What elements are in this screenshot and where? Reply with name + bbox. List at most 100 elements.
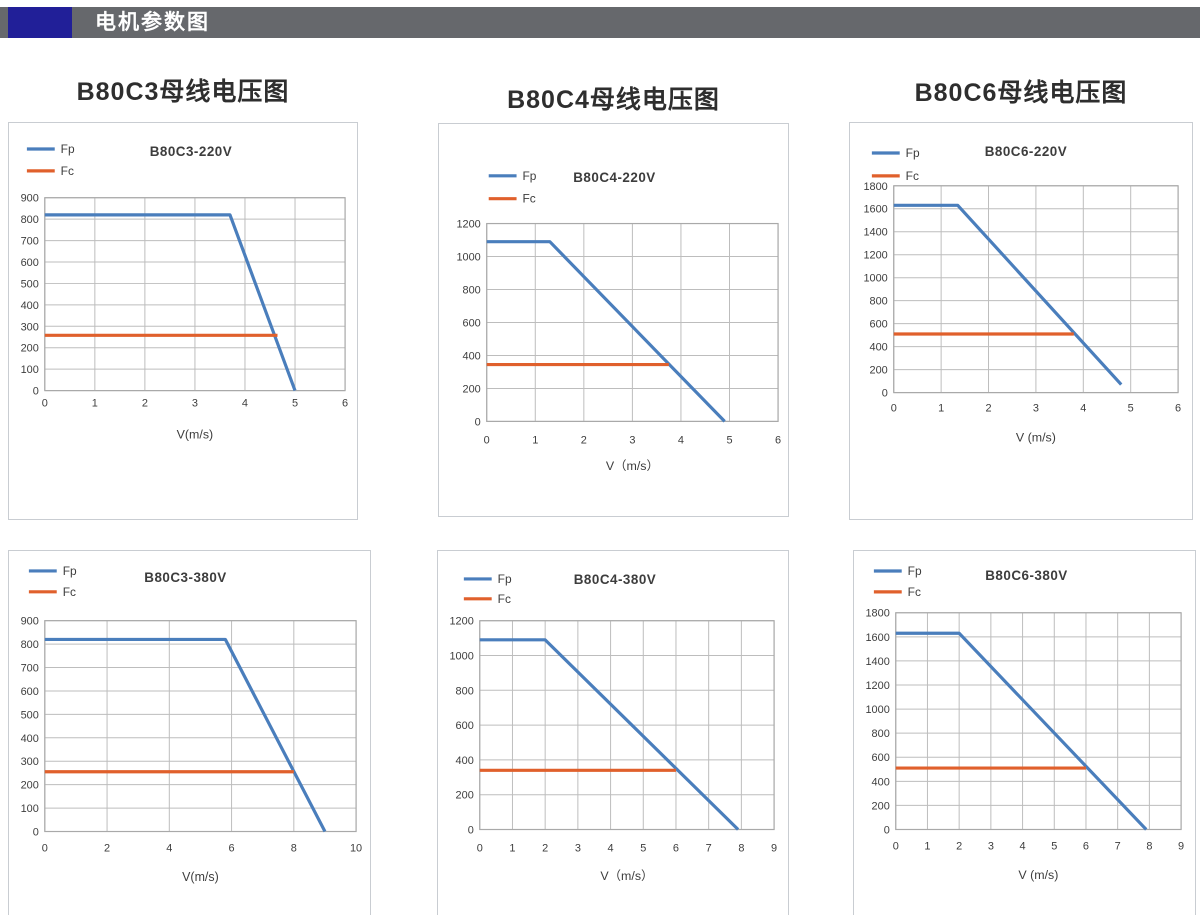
svg-text:Fc: Fc xyxy=(908,585,921,599)
line-chart-b80c6-380v: 0 1 2 3 4 5 6 7 8 9 0 200 400 600 800 1000 1200 1400 1600 1… xyxy=(865,564,1184,882)
svg-text:1400: 1400 xyxy=(863,227,887,239)
svg-text:6: 6 xyxy=(229,842,235,854)
svg-text:200: 200 xyxy=(870,365,888,377)
chart-group-title-b80c6: B80C6母线电压图 xyxy=(914,79,1128,107)
svg-text:1000: 1000 xyxy=(456,252,480,264)
svg-text:2: 2 xyxy=(956,840,962,852)
svg-text:Fp: Fp xyxy=(908,564,922,578)
svg-text:4: 4 xyxy=(242,398,248,410)
svg-text:V (m/s): V (m/s) xyxy=(1018,868,1058,882)
svg-text:800: 800 xyxy=(456,685,474,697)
svg-text:800: 800 xyxy=(21,639,39,651)
svg-text:Fc: Fc xyxy=(61,164,74,178)
svg-text:400: 400 xyxy=(870,342,888,354)
svg-text:V（m/s）: V（m/s） xyxy=(606,459,659,473)
svg-text:1200: 1200 xyxy=(863,250,887,262)
svg-text:200: 200 xyxy=(456,790,474,802)
svg-text:2: 2 xyxy=(985,402,991,414)
svg-text:900: 900 xyxy=(21,616,39,628)
section-header-bar: 电机参数图 xyxy=(0,7,1200,38)
svg-text:900: 900 xyxy=(21,193,39,205)
svg-text:B80C3-220V: B80C3-220V xyxy=(150,144,232,159)
svg-text:Fc: Fc xyxy=(906,169,919,183)
svg-text:6: 6 xyxy=(1175,402,1181,414)
svg-text:1800: 1800 xyxy=(863,181,887,193)
svg-text:0: 0 xyxy=(891,402,897,414)
svg-text:1200: 1200 xyxy=(449,616,473,628)
svg-text:9: 9 xyxy=(1178,840,1184,852)
svg-text:7: 7 xyxy=(706,842,712,854)
svg-text:400: 400 xyxy=(456,755,474,767)
svg-text:1800: 1800 xyxy=(865,608,889,620)
svg-text:2: 2 xyxy=(581,434,587,446)
svg-text:300: 300 xyxy=(21,321,39,333)
line-chart-b80c6-220v: 0 1 2 3 4 5 6 0 200 400 600 800 1000 1200 1400 1600 1800… xyxy=(863,144,1181,444)
svg-text:0: 0 xyxy=(468,824,474,836)
svg-text:3: 3 xyxy=(575,842,581,854)
svg-text:B80C6-380V: B80C6-380V xyxy=(985,568,1067,583)
svg-text:6: 6 xyxy=(673,842,679,854)
svg-text:4: 4 xyxy=(608,842,614,854)
svg-text:4: 4 xyxy=(1080,402,1086,414)
svg-text:3: 3 xyxy=(629,434,635,446)
header-accent-block xyxy=(8,7,72,38)
line-chart-b80c3-380v: 0 2 4 6 8 100100200300400500600700800900FpFcB… xyxy=(21,564,363,884)
svg-text:0: 0 xyxy=(477,842,483,854)
svg-text:0: 0 xyxy=(33,386,39,398)
page-title: 电机参数图 xyxy=(95,11,210,34)
svg-text:1: 1 xyxy=(938,402,944,414)
svg-text:700: 700 xyxy=(21,663,39,675)
svg-text:V(m/s): V(m/s) xyxy=(182,870,219,884)
svg-text:Fp: Fp xyxy=(498,572,512,586)
svg-text:0: 0 xyxy=(484,434,490,446)
svg-text:1000: 1000 xyxy=(449,650,473,662)
svg-text:500: 500 xyxy=(21,278,39,290)
svg-text:300: 300 xyxy=(21,756,39,768)
svg-text:Fp: Fp xyxy=(906,146,920,160)
svg-text:0: 0 xyxy=(42,398,48,410)
chart-card-b80c6-220v: 0 1 2 3 4 5 6 0 200 400 600 800 1000 1200 1400 1600 1800… xyxy=(849,122,1193,520)
svg-text:600: 600 xyxy=(463,317,481,329)
svg-text:B80C4-220V: B80C4-220V xyxy=(573,170,655,185)
svg-text:1: 1 xyxy=(509,842,515,854)
svg-text:6: 6 xyxy=(342,398,348,410)
svg-text:800: 800 xyxy=(21,214,39,226)
svg-text:5: 5 xyxy=(292,398,298,410)
svg-text:9: 9 xyxy=(771,842,777,854)
svg-text:B80C4-380V: B80C4-380V xyxy=(574,572,656,587)
svg-text:1600: 1600 xyxy=(865,632,889,644)
svg-text:1000: 1000 xyxy=(863,273,887,285)
svg-text:1400: 1400 xyxy=(865,656,889,668)
svg-text:1: 1 xyxy=(924,840,930,852)
chart-card-b80c3-220v: 0 1 2 3 4 5 6 0 100 200 300 400 500 600 700 800 900 Fp Fc B… xyxy=(8,122,358,520)
svg-text:5: 5 xyxy=(1051,840,1057,852)
svg-text:6: 6 xyxy=(775,434,781,446)
svg-text:6: 6 xyxy=(1083,840,1089,852)
line-chart-b80c4-380v: 0 1 2 3 4 5 6 7 8 9 0 200 400 600 800 1000 1200 Fp Fc B80C4… xyxy=(449,572,777,883)
svg-text:0: 0 xyxy=(884,824,890,836)
line-chart-b80c4-220v: 0 1 2 3 4 5 6 0 200 400 600 800 1000 1200 Fp Fc B80C4-22… xyxy=(456,169,781,473)
svg-text:1000: 1000 xyxy=(865,704,889,716)
svg-text:600: 600 xyxy=(21,257,39,269)
svg-text:700: 700 xyxy=(21,236,39,248)
svg-text:4: 4 xyxy=(166,842,172,854)
svg-text:200: 200 xyxy=(872,800,890,812)
svg-text:B80C3-380V: B80C3-380V xyxy=(144,570,226,585)
svg-text:V (m/s): V (m/s) xyxy=(1016,430,1056,444)
chart-card-b80c4-220v: 0 1 2 3 4 5 6 0 200 400 600 800 1000 1200 Fp Fc B80C4-22… xyxy=(438,123,789,517)
svg-text:1200: 1200 xyxy=(865,680,889,692)
svg-text:1600: 1600 xyxy=(863,204,887,216)
svg-text:2: 2 xyxy=(542,842,548,854)
svg-text:3: 3 xyxy=(192,398,198,410)
svg-text:4: 4 xyxy=(1020,840,1026,852)
svg-text:400: 400 xyxy=(21,300,39,312)
svg-text:8: 8 xyxy=(738,842,744,854)
svg-text:800: 800 xyxy=(872,728,890,740)
svg-text:200: 200 xyxy=(463,383,481,395)
svg-text:B80C6-220V: B80C6-220V xyxy=(985,144,1067,159)
svg-text:500: 500 xyxy=(21,709,39,721)
svg-text:200: 200 xyxy=(21,780,39,792)
chart-group-title-b80c4: B80C4母线电压图 xyxy=(507,86,720,114)
svg-text:8: 8 xyxy=(1146,840,1152,852)
